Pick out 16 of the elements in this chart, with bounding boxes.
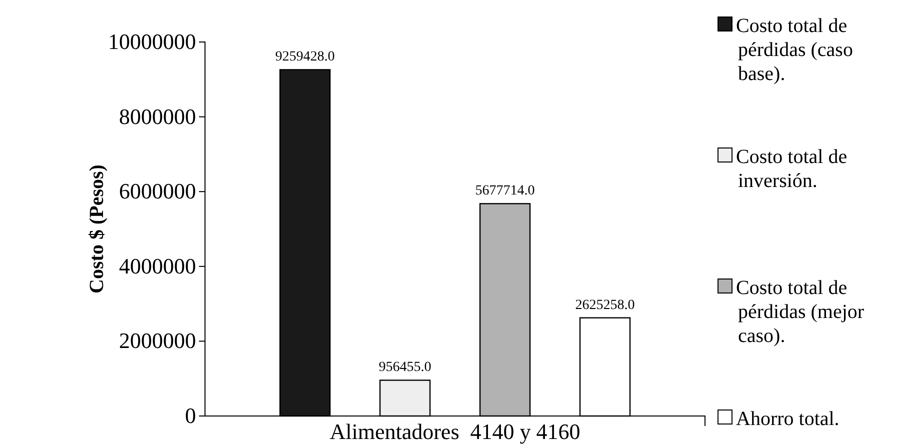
data-label: 2625258.0 bbox=[575, 298, 635, 313]
legend-label: Costo total de pérdidas (caso base). bbox=[736, 15, 853, 85]
y-tick-label: 2000000 bbox=[119, 328, 196, 354]
legend-label: Costo total de pérdidas (mejor caso). bbox=[736, 277, 864, 347]
y-tick-label: 6000000 bbox=[119, 178, 196, 204]
x-tick-label: Alimentadores 4140 y 4160 bbox=[330, 418, 580, 444]
y-tick-label: 10000000 bbox=[108, 29, 196, 54]
data-label: 9259428.0 bbox=[275, 50, 335, 65]
data-label: 5677714.0 bbox=[475, 184, 535, 199]
y-tick-label: 0 bbox=[185, 403, 196, 428]
y-tick-label: 4000000 bbox=[119, 253, 196, 278]
legend-label: Costo total de inversión. bbox=[736, 146, 848, 192]
y-axis-title: Costo $ (Pesos) bbox=[86, 164, 108, 294]
y-tick-label: 8000000 bbox=[119, 104, 196, 129]
legend-label: Ahorro total. bbox=[736, 408, 840, 430]
data-label: 956455.0 bbox=[378, 360, 432, 376]
